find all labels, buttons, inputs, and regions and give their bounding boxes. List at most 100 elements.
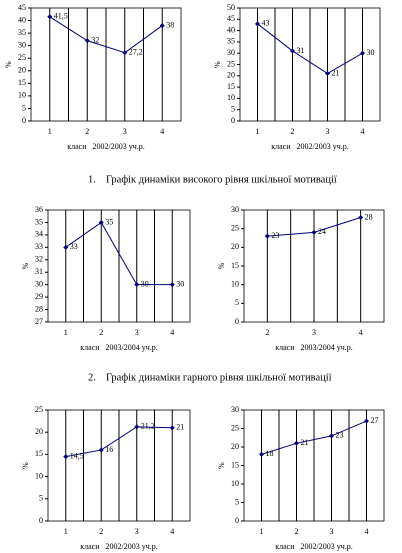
line <box>65 221 173 286</box>
y-tick-label: 31 <box>35 267 43 276</box>
plot-frame <box>47 209 191 323</box>
y-tick-label: 36 <box>35 205 43 214</box>
plot-frame <box>30 7 182 122</box>
data-label: 21 <box>332 68 340 77</box>
y-tick-label: 5 <box>39 494 43 503</box>
y-tick-label: 40 <box>227 25 235 34</box>
x-tick-label: 3 <box>326 127 330 136</box>
y-tick-label: 25 <box>227 59 235 68</box>
y-axis-label: % <box>21 462 30 469</box>
marker <box>134 282 140 288</box>
marker <box>98 447 104 453</box>
x-axis-label: класи 2002/2003 уч.р. <box>67 142 145 151</box>
marker <box>325 71 330 77</box>
x-tick-label: 4 <box>170 328 174 337</box>
y-axis-label: % <box>21 262 30 269</box>
y-tick-label: 20 <box>18 66 26 75</box>
marker <box>364 418 369 424</box>
y-tick-label: 0 <box>22 116 26 125</box>
data-label: 21 <box>176 423 184 432</box>
x-axis-label: класи 2003/2004 уч.р. <box>80 343 158 352</box>
marker <box>329 433 334 439</box>
y-tick-label: 5 <box>235 497 239 506</box>
y-tick-label: 35 <box>18 28 26 37</box>
x-tick-label: 1 <box>64 328 68 337</box>
marker <box>159 23 165 29</box>
marker <box>169 425 175 431</box>
y-tick-label: 20 <box>35 427 43 436</box>
y-tick-label: 5 <box>231 105 235 114</box>
y-axis-label: % <box>213 61 222 68</box>
y-tick-label: 20 <box>227 71 235 80</box>
data-label: 32 <box>91 35 99 44</box>
marker <box>259 451 264 457</box>
y-tick-label: 0 <box>235 516 239 525</box>
caption-number: 1. <box>88 174 96 185</box>
data-label: 28 <box>365 212 373 221</box>
y-tick-label: 35 <box>227 37 235 46</box>
data-label: 30 <box>141 279 149 288</box>
data-label: 14,5 <box>70 451 84 460</box>
x-tick-label: 2 <box>99 328 103 337</box>
data-label: 23 <box>336 431 344 440</box>
data-label: 33 <box>70 242 78 251</box>
data-label: 31 <box>297 46 305 55</box>
x-axis-label: класи 2002/2003 уч.р. <box>275 542 353 551</box>
y-tick-label: 0 <box>39 516 43 525</box>
y-tick-label: 15 <box>227 82 235 91</box>
x-tick-label: 4 <box>170 527 174 536</box>
y-tick-label: 45 <box>18 3 26 12</box>
x-tick-label: 3 <box>312 328 316 337</box>
y-tick-label: 25 <box>35 405 43 414</box>
caption: Графік динаміки високого рівня шкільної … <box>106 174 337 185</box>
x-tick-label: 4 <box>359 328 363 337</box>
line <box>257 23 363 75</box>
marker <box>63 244 69 250</box>
y-tick-label: 30 <box>231 405 239 414</box>
y-tick-label: 0 <box>231 116 235 125</box>
y-axis-label: % <box>4 61 13 68</box>
data-label: 24 <box>318 227 326 236</box>
y-tick-label: 10 <box>231 479 239 488</box>
y-tick-label: 32 <box>35 255 43 264</box>
data-label: 16 <box>105 445 113 454</box>
y-tick-label: 27 <box>35 317 43 326</box>
y-tick-label: 30 <box>231 205 239 214</box>
marker <box>98 219 104 225</box>
y-tick-label: 28 <box>35 304 43 313</box>
marker <box>358 214 364 220</box>
y-tick-label: 10 <box>18 91 26 100</box>
x-tick-label: 1 <box>48 127 52 136</box>
data-label: 35 <box>105 217 113 226</box>
data-label: 41,5 <box>54 12 68 21</box>
x-tick-label: 2 <box>295 527 299 536</box>
x-tick-label: 3 <box>135 328 139 337</box>
data-label: 43 <box>262 19 270 28</box>
data-label: 30 <box>176 279 184 288</box>
data-label: 27 <box>371 416 379 425</box>
marker <box>290 48 295 54</box>
data-label: 38 <box>166 20 174 29</box>
y-tick-label: 50 <box>227 3 235 12</box>
marker <box>122 50 128 56</box>
x-tick-label: 1 <box>260 527 264 536</box>
y-tick-label: 34 <box>35 230 43 239</box>
y-tick-label: 40 <box>18 15 26 24</box>
y-axis-label: % <box>217 462 226 469</box>
y-tick-label: 30 <box>18 40 26 49</box>
x-tick-label: 1 <box>256 127 260 136</box>
x-tick-label: 4 <box>361 127 365 136</box>
x-tick-label: 3 <box>135 527 139 536</box>
y-tick-label: 29 <box>35 292 43 301</box>
data-label: 23 <box>271 231 279 240</box>
y-tick-label: 25 <box>231 423 239 432</box>
y-tick-label: 20 <box>231 442 239 451</box>
x-axis-label: класи 2002/2003 уч.р. <box>80 542 158 551</box>
x-axis-label: класи 2003/2004 уч.р. <box>275 343 353 352</box>
y-tick-label: 33 <box>35 242 43 251</box>
marker <box>63 454 69 460</box>
x-tick-label: 2 <box>265 328 269 337</box>
y-tick-label: 5 <box>22 103 26 112</box>
x-tick-label: 2 <box>99 527 103 536</box>
